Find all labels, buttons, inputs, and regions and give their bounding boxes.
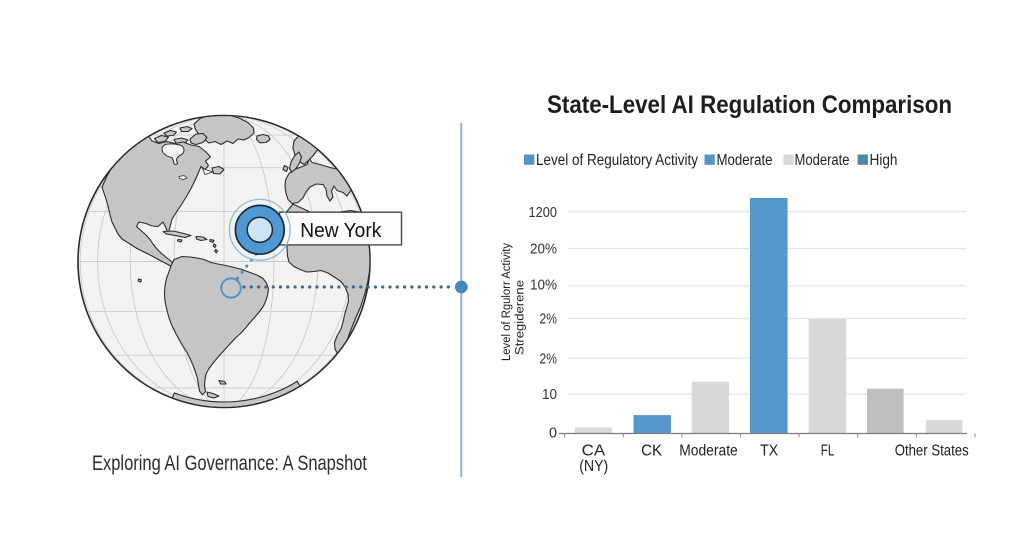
svg-text:CK: CK <box>641 442 663 459</box>
svg-text:10: 10 <box>542 387 557 403</box>
svg-text:State-Level AI Regulation Comp: State-Level AI Regulation Comparison <box>547 91 952 119</box>
svg-text:20%: 20% <box>530 241 557 257</box>
svg-text:TX: TX <box>760 442 779 459</box>
svg-text:CA: CA <box>582 442 606 459</box>
svg-text:Level of Regulatory Activity: Level of Regulatory Activity <box>536 152 698 169</box>
svg-text:Stregiderene: Stregiderene <box>513 280 527 355</box>
svg-text:Other States: Other States <box>895 442 969 459</box>
svg-text:Exploring AI Governance: A Sna: Exploring AI Governance: A Snapshot <box>92 452 367 475</box>
svg-text:10%: 10% <box>530 278 557 294</box>
svg-text:Level of Rgulorr Activity: Level of Rgulorr Activity <box>499 242 513 361</box>
svg-text:Moderate: Moderate <box>795 152 850 169</box>
svg-text:0: 0 <box>549 426 557 442</box>
svg-text:Moderate: Moderate <box>679 442 738 459</box>
svg-text:1200: 1200 <box>529 205 558 221</box>
svg-text:FL: FL <box>821 442 835 459</box>
svg-text:2%: 2% <box>540 312 558 328</box>
svg-text:High: High <box>870 152 898 169</box>
svg-text:(NY): (NY) <box>579 458 608 475</box>
svg-text:Moderate: Moderate <box>717 152 773 169</box>
svg-text:2%: 2% <box>540 351 558 367</box>
svg-text:New York: New York <box>300 219 382 242</box>
